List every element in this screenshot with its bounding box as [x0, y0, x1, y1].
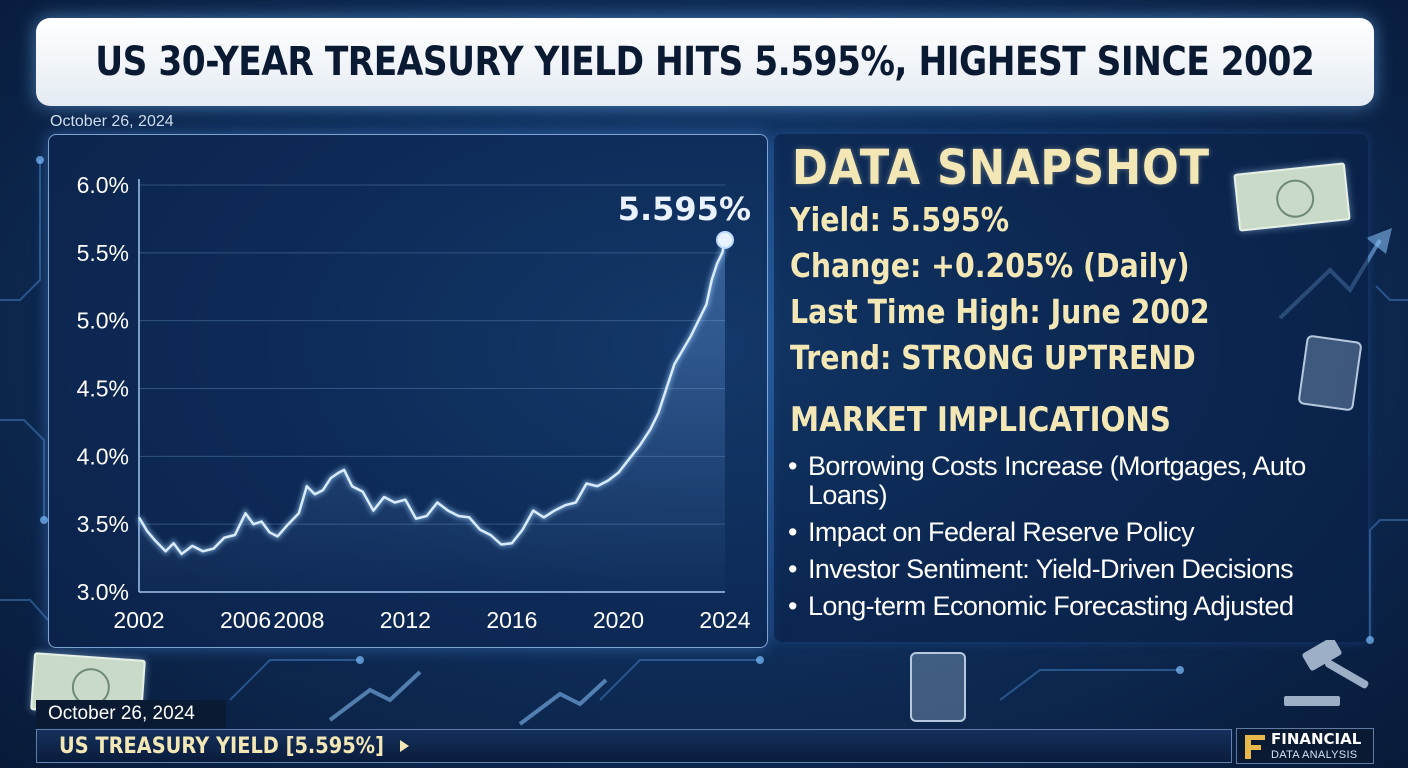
implication-item: Long-term Economic Forecasting Adjusted [788, 592, 1348, 622]
y-tick-label: 3.5% [77, 511, 129, 537]
peak-value-label: 5.595% [618, 190, 751, 228]
peak-point [716, 230, 734, 249]
brand-subtitle: DATA ANALYSIS [1271, 749, 1358, 761]
gavel-icon [1284, 640, 1369, 706]
data-snapshot-panel: DATA SNAPSHOT Yield: 5.595% Change: +0.2… [774, 134, 1368, 642]
chart-panel: 6.0% 5.5% 5.0% 4.5% 4.0% 3.5% 3.0% 2002 2006 2008… [48, 134, 768, 648]
y-tick-label: 5.0% [77, 308, 129, 334]
y-tick-label: 6.0% [77, 172, 129, 198]
calculator-icon [1297, 334, 1363, 412]
ticker-text: US TREASURY YIELD [5.595%] [59, 733, 384, 759]
date-top: October 26, 2024 [50, 113, 174, 130]
implication-item: Investor Sentiment: Yield-Driven Decisio… [788, 555, 1348, 585]
snapshot-last-high: Last Time High: June 2002 [790, 292, 1210, 331]
implications-list: Borrowing Costs Increase (Mortgages, Aut… [788, 452, 1348, 629]
yield-line-chart: 6.0% 5.5% 5.0% 4.5% 4.0% 3.5% 3.0%2002 2006 2008… [77, 172, 751, 633]
snapshot-title: DATA SNAPSHOT [792, 140, 1211, 196]
x-tick-label: 2006 [220, 607, 271, 633]
headline-banner: US 30-YEAR TREASURY YIELD HITS 5.595%, H… [36, 18, 1374, 106]
x-tick-label: 2024 [699, 607, 750, 633]
ticker-bar: US TREASURY YIELD [5.595%] [36, 729, 1232, 763]
play-arrow-icon [400, 740, 410, 752]
y-tick-label: 3.0% [77, 579, 129, 605]
yield-line [137, 239, 727, 556]
headline-title: US 30-YEAR TREASURY YIELD HITS 5.595%, H… [95, 39, 1315, 85]
snapshot-change: Change: +0.205% (Daily) [790, 246, 1190, 285]
dollar-bill-icon [1233, 162, 1351, 232]
date-bottom: October 26, 2024 [36, 700, 226, 728]
brand-logo: FINANCIAL DATA ANALYSIS [1236, 728, 1374, 764]
y-tick-label: 5.5% [77, 240, 129, 266]
x-tick-label: 2012 [380, 607, 431, 633]
yield-area-fill [139, 239, 725, 592]
implication-item: Borrowing Costs Increase (Mortgages, Aut… [788, 452, 1348, 510]
brand-name: FINANCIAL [1271, 730, 1362, 748]
brand-mark-icon [1245, 735, 1265, 759]
snapshot-trend: Trend: STRONG UPTREND [790, 338, 1196, 377]
calculator-icon [910, 652, 966, 722]
x-tick-label: 2002 [113, 607, 164, 633]
y-tick-label: 4.0% [77, 443, 129, 469]
x-tick-label: 2016 [486, 607, 537, 633]
x-tick-label: 2008 [273, 607, 324, 633]
y-tick-label: 4.5% [77, 376, 129, 402]
x-tick-label: 2020 [593, 607, 644, 633]
implications-title: MARKET IMPLICATIONS [790, 400, 1171, 440]
implication-item: Impact on Federal Reserve Policy [788, 518, 1348, 548]
snapshot-yield: Yield: 5.595% [790, 200, 1010, 239]
